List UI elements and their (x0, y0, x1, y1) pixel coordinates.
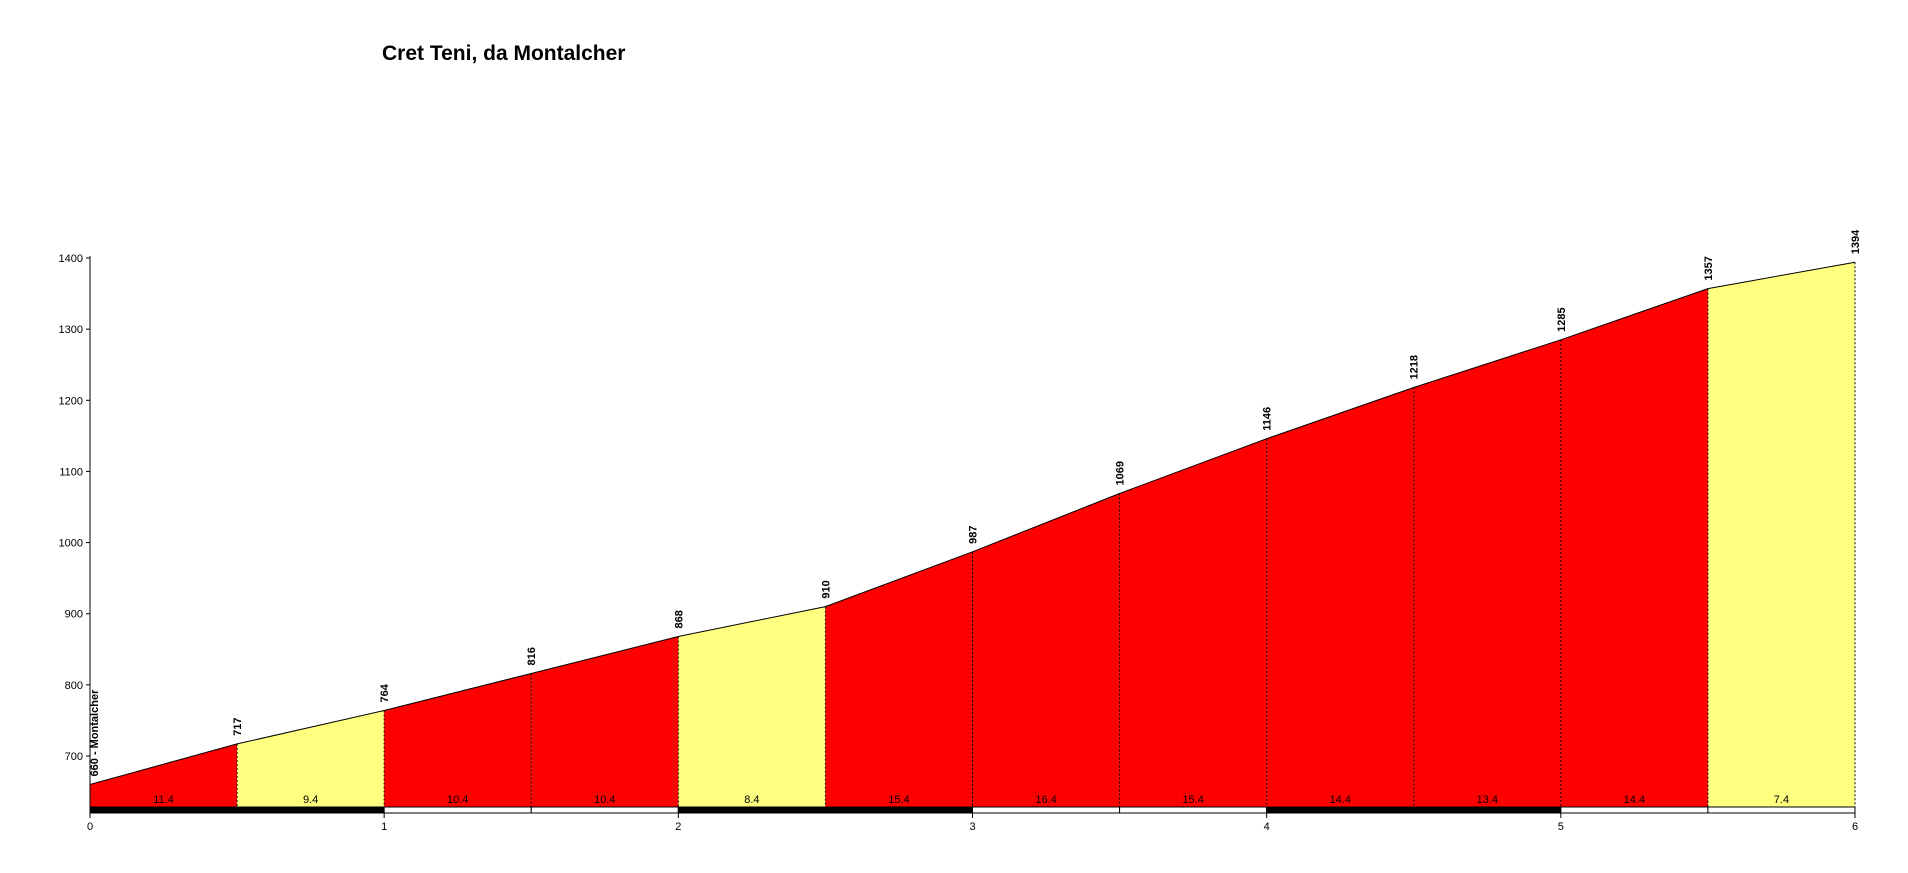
grade-label-1: 11.4 (153, 794, 174, 806)
grade-label-9: 14.4 (1329, 794, 1350, 806)
segment-area-8 (1119, 438, 1267, 807)
segment-area-2 (237, 710, 385, 807)
start-label: 660 - Montalcher (89, 689, 101, 777)
segment-area-5 (678, 606, 826, 807)
elevation-label-1394: 1394 (1850, 229, 1862, 254)
chart-title: Cret Teni, da Montalcher (382, 42, 626, 65)
y-tick-label-800: 800 (65, 680, 83, 692)
y-tick-label-900: 900 (65, 609, 83, 621)
segment-divider-layer (236, 262, 1856, 807)
elevation-label-868: 868 (673, 610, 685, 628)
grade-label-12: 7.4 (1774, 794, 1789, 806)
x-tick-label-6: 6 (1852, 821, 1858, 833)
elevation-label-764: 764 (379, 683, 391, 702)
x-tick-label-4: 4 (1264, 821, 1270, 833)
elevation-label-1285: 1285 (1556, 307, 1568, 331)
label-layer: 11.4 9.4 10.4 10.4 8.4 15.4 16.4 15.4 14.4 13.4 14… (89, 229, 1862, 806)
y-tick-label-1100: 1100 (59, 466, 83, 478)
elevation-label-987: 987 (968, 525, 980, 543)
grade-label-10: 13.4 (1477, 794, 1498, 806)
scale-bar-cell-9 (1266, 806, 1415, 814)
grade-label-7: 16.4 (1035, 794, 1056, 806)
y-tick-label-700: 700 (65, 751, 83, 763)
scale-bar-cell-2 (236, 806, 385, 814)
grade-label-5: 8.4 (744, 794, 759, 806)
axes-layer: 700 800 900 1000 1100 1200 1300 1400 0 1 2 3 4 5 6 (59, 253, 1859, 833)
scale-bar-cell-3 (383, 806, 532, 814)
elevation-label-717: 717 (232, 718, 244, 736)
profile-line (89, 261, 1856, 785)
profile-outline-layer (89, 261, 1856, 785)
grade-label-11: 14.4 (1624, 794, 1645, 806)
elevation-label-1146: 1146 (1262, 407, 1274, 431)
scale-bar-cell-7 (972, 806, 1121, 814)
x-tick-label-0: 0 (87, 821, 93, 833)
scale-bar-cell-4 (530, 806, 679, 814)
x-tick-label-5: 5 (1558, 821, 1564, 833)
segment-area-10 (1413, 339, 1561, 807)
y-tick-label-1000: 1000 (59, 538, 83, 550)
km-scale-bar-layer (89, 806, 1856, 814)
segment-area-6 (825, 551, 973, 807)
grade-label-8: 15.4 (1182, 794, 1203, 806)
scale-bar-cell-1 (89, 806, 238, 814)
grade-label-6: 15.4 (888, 794, 909, 806)
segment-area-1 (90, 743, 238, 807)
scale-bar-cell-11 (1560, 806, 1709, 814)
scale-bar-cell-8 (1119, 806, 1268, 814)
elevation-label-1357: 1357 (1703, 256, 1715, 280)
segment-area-11 (1560, 288, 1708, 807)
elevation-label-910: 910 (820, 580, 832, 598)
scale-bar-cell-12 (1707, 806, 1856, 814)
elevation-label-1218: 1218 (1409, 355, 1421, 379)
x-tick-label-1: 1 (381, 821, 387, 833)
x-tick-label-3: 3 (969, 821, 975, 833)
grade-label-2: 9.4 (303, 794, 318, 806)
x-tick-label-2: 2 (675, 821, 681, 833)
y-tick-label-1200: 1200 (59, 395, 83, 407)
segment-area-4 (531, 636, 679, 807)
segment-area-3 (384, 673, 532, 807)
profile-area-layer (90, 262, 1855, 808)
scale-bar-cell-5 (677, 806, 826, 814)
segment-area-9 (1266, 387, 1414, 807)
scale-bar-cell-10 (1413, 806, 1562, 814)
elevation-label-816: 816 (526, 647, 538, 665)
grade-label-3: 10.4 (447, 794, 468, 806)
grade-label-4: 10.4 (594, 794, 615, 806)
scale-bar-cell-6 (824, 806, 974, 814)
segment-area-12 (1707, 262, 1855, 808)
segment-area-7 (972, 493, 1120, 807)
y-tick-label-1400: 1400 (59, 253, 83, 265)
y-tick-label-1300: 1300 (59, 324, 83, 336)
elevation-label-1069: 1069 (1115, 461, 1127, 485)
